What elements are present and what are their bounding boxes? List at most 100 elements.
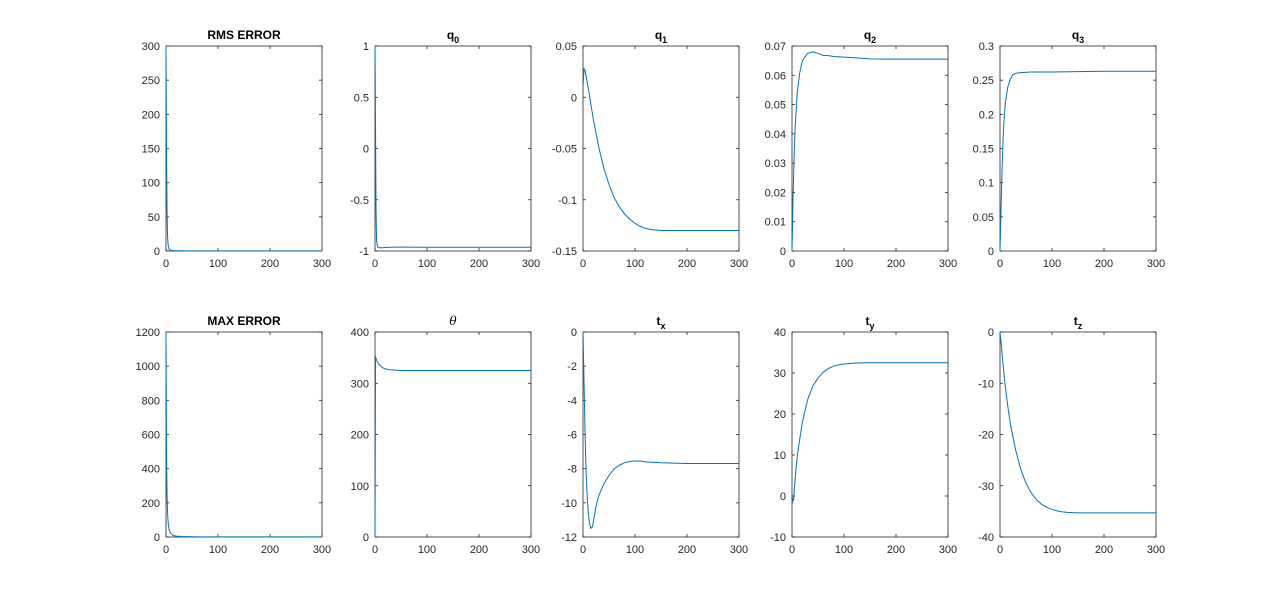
y-tick-label: -10 — [978, 378, 994, 390]
y-tick-label: -40 — [978, 532, 994, 544]
x-tick-label: 300 — [313, 258, 331, 270]
y-tick-label: -0.5 — [350, 195, 369, 207]
y-tick-label: 0 — [154, 532, 160, 544]
title-subscript: 2 — [871, 35, 876, 45]
axes-box — [791, 331, 949, 538]
y-tick-label: 0.02 — [765, 187, 786, 199]
series-line-0 — [791, 362, 948, 505]
y-tick-label: 0.06 — [765, 70, 786, 82]
y-tick-label: 50 — [148, 212, 160, 224]
x-tick-label: 200 — [1095, 544, 1113, 556]
y-tick-label: 200 — [142, 109, 160, 121]
y-tick-label: -20 — [978, 430, 994, 442]
y-tick-label: 400 — [351, 327, 369, 339]
y-tick-label: -4 — [567, 395, 577, 407]
y-tick-label: 1200 — [136, 327, 160, 339]
axes-box — [165, 45, 323, 252]
axes-box — [165, 331, 323, 538]
y-tick-label: 30 — [774, 368, 786, 380]
y-tick-label: -0.05 — [552, 144, 577, 156]
title-symbol: θ — [449, 314, 457, 328]
series-line-0 — [374, 356, 531, 538]
series-line-0 — [582, 68, 739, 231]
x-tick-label: 0 — [789, 258, 795, 270]
subplot-title: q3 — [1072, 28, 1084, 45]
subplot-title: θ — [449, 314, 457, 328]
x-tick-label: 100 — [1043, 258, 1061, 270]
x-tick-label: 100 — [1043, 544, 1061, 556]
title-text: t — [1074, 314, 1078, 328]
x-tick-label: 0 — [372, 258, 378, 270]
subplot-3: 0 100 200 300 0 0.01 0.02 0.03 0.04 0.05 0.06 0.07 q… — [765, 28, 958, 270]
x-tick-label: 200 — [470, 544, 488, 556]
x-tick-label: 300 — [313, 544, 331, 556]
y-tick-label: 0 — [780, 246, 786, 258]
series-line-0 — [999, 70, 1156, 252]
subplot-title: q2 — [864, 28, 876, 45]
y-tick-label: 0.04 — [765, 129, 786, 141]
y-tick-label: -10 — [561, 498, 577, 510]
x-tick-label: 300 — [1147, 544, 1165, 556]
subplot-5: 0 100 200 300 0 200 400 600 800 1000 1200 MAX ERROR — [136, 314, 332, 556]
title-subscript: x — [660, 321, 665, 331]
x-tick-label: 0 — [163, 544, 169, 556]
y-tick-label: 0.05 — [765, 100, 786, 112]
y-tick-label: 300 — [351, 378, 369, 390]
y-tick-label: -8 — [567, 464, 577, 476]
x-tick-label: 100 — [835, 544, 853, 556]
title-text: q — [447, 28, 454, 42]
title-text: MAX ERROR — [207, 314, 281, 328]
y-tick-label: 250 — [142, 75, 160, 87]
y-tick-label: 100 — [142, 178, 160, 190]
x-tick-label: 100 — [626, 544, 644, 556]
title-subscript: 0 — [454, 35, 459, 45]
y-tick-label: 0 — [988, 246, 994, 258]
x-tick-label: 200 — [678, 258, 696, 270]
y-tick-label: 0 — [154, 246, 160, 258]
y-tick-label: 0.07 — [765, 41, 786, 53]
series-line-0 — [165, 331, 322, 538]
y-tick-label: 0.5 — [354, 92, 369, 104]
title-subscript: 1 — [662, 35, 667, 45]
y-tick-label: -0.15 — [552, 246, 577, 258]
subplot-4: 0 100 200 300 0 0.05 0.1 0.15 0.2 0.25 0.3 q3 — [973, 28, 1166, 270]
axes-box — [791, 45, 949, 252]
subplot-title: ty — [865, 314, 874, 331]
series-line-0 — [999, 331, 1156, 514]
y-tick-label: 0.3 — [979, 41, 994, 53]
y-tick-label: 0 — [571, 327, 577, 339]
y-tick-label: 150 — [142, 144, 160, 156]
y-tick-label: 600 — [142, 430, 160, 442]
subplot-title: MAX ERROR — [207, 314, 281, 328]
x-tick-label: 200 — [887, 544, 905, 556]
y-tick-label: 0 — [780, 491, 786, 503]
x-tick-label: 200 — [470, 258, 488, 270]
subplot-title: tx — [656, 314, 665, 331]
x-tick-label: 300 — [1147, 258, 1165, 270]
y-tick-label: -2 — [567, 361, 577, 373]
x-tick-label: 300 — [939, 258, 957, 270]
y-tick-label: 400 — [142, 464, 160, 476]
series-line-0 — [582, 331, 739, 529]
y-tick-label: -1 — [359, 246, 369, 258]
x-tick-label: 300 — [730, 258, 748, 270]
y-tick-label: -10 — [770, 532, 786, 544]
x-tick-label: 0 — [163, 258, 169, 270]
x-tick-label: 200 — [261, 258, 279, 270]
x-tick-label: 300 — [522, 544, 540, 556]
x-tick-label: 200 — [1095, 258, 1113, 270]
subplot-6: 0 100 200 300 0 100 200 300 400 θ — [351, 314, 541, 556]
y-tick-label: 0.15 — [973, 144, 994, 156]
subplot-title: q1 — [655, 28, 667, 45]
title-text: q — [655, 28, 662, 42]
axes-box — [999, 45, 1157, 252]
y-tick-label: 0 — [571, 92, 577, 104]
x-tick-label: 0 — [997, 258, 1003, 270]
series-line-0 — [165, 45, 322, 252]
y-tick-label: 0 — [988, 327, 994, 339]
subplot-0: 0 100 200 300 0 50 100 150 200 250 300 RMS ERROR — [142, 28, 332, 270]
x-tick-label: 0 — [997, 544, 1003, 556]
